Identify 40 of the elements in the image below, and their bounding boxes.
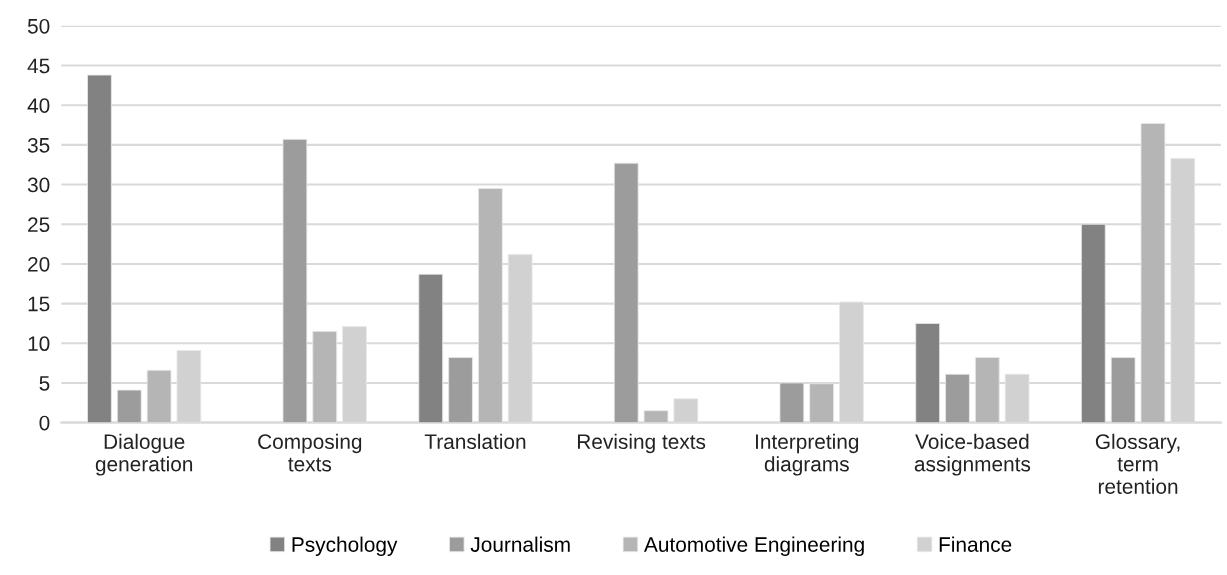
- x-tick-label: Composing texts: [258, 433, 362, 472]
- bar: [613, 162, 639, 423]
- bar: [87, 74, 112, 423]
- bar: [1080, 223, 1106, 423]
- x-tick-label: Dialogue generation: [95, 433, 193, 476]
- bar: [809, 383, 835, 423]
- y-tick-label: 5: [39, 376, 50, 391]
- bar: [915, 323, 941, 423]
- bar: [779, 382, 805, 423]
- bar: [448, 357, 473, 423]
- bar: [1140, 123, 1166, 423]
- bar: [974, 357, 1000, 423]
- bar: [945, 373, 970, 423]
- x-tick-label: Interpreting diagrams: [755, 433, 859, 476]
- x-tick-label: Revising texts: [577, 433, 706, 454]
- bar: [312, 330, 338, 423]
- legend-label: Automotive Engineering: [644, 536, 864, 557]
- y-tick-label: 40: [27, 98, 50, 113]
- legend-label: Journalism: [470, 536, 570, 552]
- bar: [146, 369, 172, 423]
- bar: [478, 188, 503, 423]
- x-tick-label: Glossary, term retention: [1095, 433, 1180, 494]
- bar: [116, 389, 142, 423]
- legend-label: Psychology: [292, 536, 398, 557]
- y-tick-label: 20: [28, 256, 50, 272]
- legend-label: Finance: [939, 536, 1012, 552]
- y-tick-label: 10: [28, 336, 50, 352]
- y-tick-label: 30: [27, 177, 50, 193]
- y-tick-label: 50: [27, 18, 50, 34]
- bar: [1110, 357, 1136, 423]
- y-tick-label: 0: [39, 415, 50, 431]
- bar: [282, 138, 308, 423]
- x-tick-label: Translation: [424, 433, 526, 450]
- y-tick-label: 25: [28, 217, 50, 232]
- y-tick-label: 35: [27, 137, 50, 153]
- y-tick-label: 45: [27, 58, 50, 74]
- bar: [418, 273, 444, 423]
- bar: [643, 410, 669, 423]
- y-tick-label: 15: [28, 296, 50, 312]
- x-tick-label: Voice-based assignments: [914, 433, 1031, 476]
